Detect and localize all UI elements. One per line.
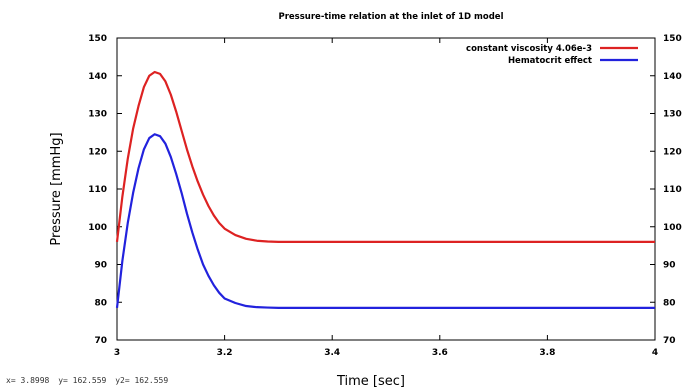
right-y-tick-label: 110 (663, 185, 682, 195)
chart-title: Pressure-time relation at the inlet of 1… (279, 12, 504, 22)
right-y-tick-label: 130 (663, 110, 682, 120)
y-tick-label: 100 (88, 223, 107, 233)
y-tick-label: 140 (88, 72, 107, 82)
y-tick-label: 90 (94, 261, 107, 271)
y-tick-label: 70 (94, 336, 107, 346)
legend-label: constant viscosity 4.06e-3 (466, 44, 592, 54)
plot-frame (116, 37, 656, 341)
legend-label: Hematocrit effect (508, 56, 592, 66)
y-tick-label: 150 (88, 34, 107, 44)
x-tick-label: 3 (114, 348, 120, 358)
cursor-y-readout: y= 162.559 (58, 376, 107, 385)
x-tick-label: 4 (652, 348, 658, 358)
right-y-tick-label: 140 (663, 72, 682, 82)
coordinate-readout: x= 3.8998 y= 162.559 y2= 162.559 (6, 376, 172, 385)
right-y-tick-label: 100 (663, 223, 682, 233)
cursor-x-readout: x= 3.8998 (6, 376, 50, 385)
right-y-tick-label: 70 (663, 336, 676, 346)
right-y-tick-label: 120 (663, 147, 682, 157)
y-tick-label: 110 (88, 185, 107, 195)
x-tick-label: 3.8 (539, 348, 555, 358)
right-y-tick-label: 80 (663, 298, 676, 308)
right-y-tick-label: 150 (663, 34, 682, 44)
right-y-tick-label: 90 (663, 261, 676, 271)
y-tick-label: 120 (88, 147, 107, 157)
x-axis-label: Time [sec] (336, 374, 405, 389)
series-line (115, 70, 655, 243)
series-line (115, 133, 655, 310)
y-tick-label: 130 (88, 110, 107, 120)
x-tick-label: 3.4 (324, 348, 340, 358)
x-tick-label: 3.2 (217, 348, 233, 358)
x-tick-label: 3.6 (432, 348, 448, 358)
y-axis-label: Pressure [mmHg] (49, 132, 64, 245)
cursor-y2-readout: y2= 162.559 (115, 376, 169, 385)
y-tick-label: 80 (94, 298, 107, 308)
